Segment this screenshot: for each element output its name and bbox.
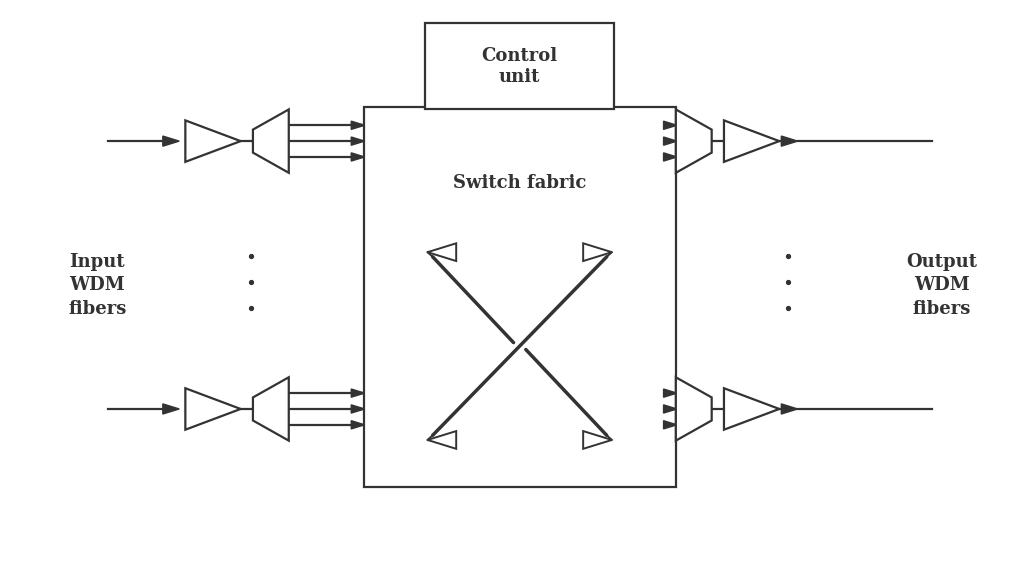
Polygon shape bbox=[664, 153, 677, 161]
Polygon shape bbox=[351, 389, 365, 397]
Text: Switch fabric: Switch fabric bbox=[453, 173, 587, 192]
Polygon shape bbox=[351, 137, 365, 145]
Polygon shape bbox=[724, 120, 779, 162]
Polygon shape bbox=[583, 243, 611, 261]
Polygon shape bbox=[351, 420, 365, 429]
Text: Control
unit: Control unit bbox=[481, 47, 558, 86]
Text: Input
WDM
fibers: Input WDM fibers bbox=[68, 252, 127, 318]
Polygon shape bbox=[427, 243, 456, 261]
Polygon shape bbox=[253, 377, 289, 441]
Polygon shape bbox=[185, 388, 241, 430]
Polygon shape bbox=[351, 121, 365, 130]
Polygon shape bbox=[163, 404, 179, 414]
Polygon shape bbox=[676, 109, 712, 173]
Polygon shape bbox=[427, 431, 456, 449]
Bar bbox=[425, 23, 614, 109]
Polygon shape bbox=[724, 388, 779, 430]
Polygon shape bbox=[781, 404, 798, 414]
Text: Output
WDM
fibers: Output WDM fibers bbox=[906, 252, 978, 318]
Polygon shape bbox=[664, 405, 677, 413]
Bar bbox=[364, 107, 676, 487]
Polygon shape bbox=[163, 136, 179, 146]
Polygon shape bbox=[351, 405, 365, 413]
Polygon shape bbox=[583, 431, 611, 449]
Polygon shape bbox=[664, 121, 677, 130]
Polygon shape bbox=[253, 109, 289, 173]
Polygon shape bbox=[664, 420, 677, 429]
Polygon shape bbox=[351, 153, 365, 161]
Polygon shape bbox=[781, 136, 798, 146]
Polygon shape bbox=[676, 377, 712, 441]
Polygon shape bbox=[664, 389, 677, 397]
Polygon shape bbox=[664, 137, 677, 145]
Polygon shape bbox=[185, 120, 241, 162]
